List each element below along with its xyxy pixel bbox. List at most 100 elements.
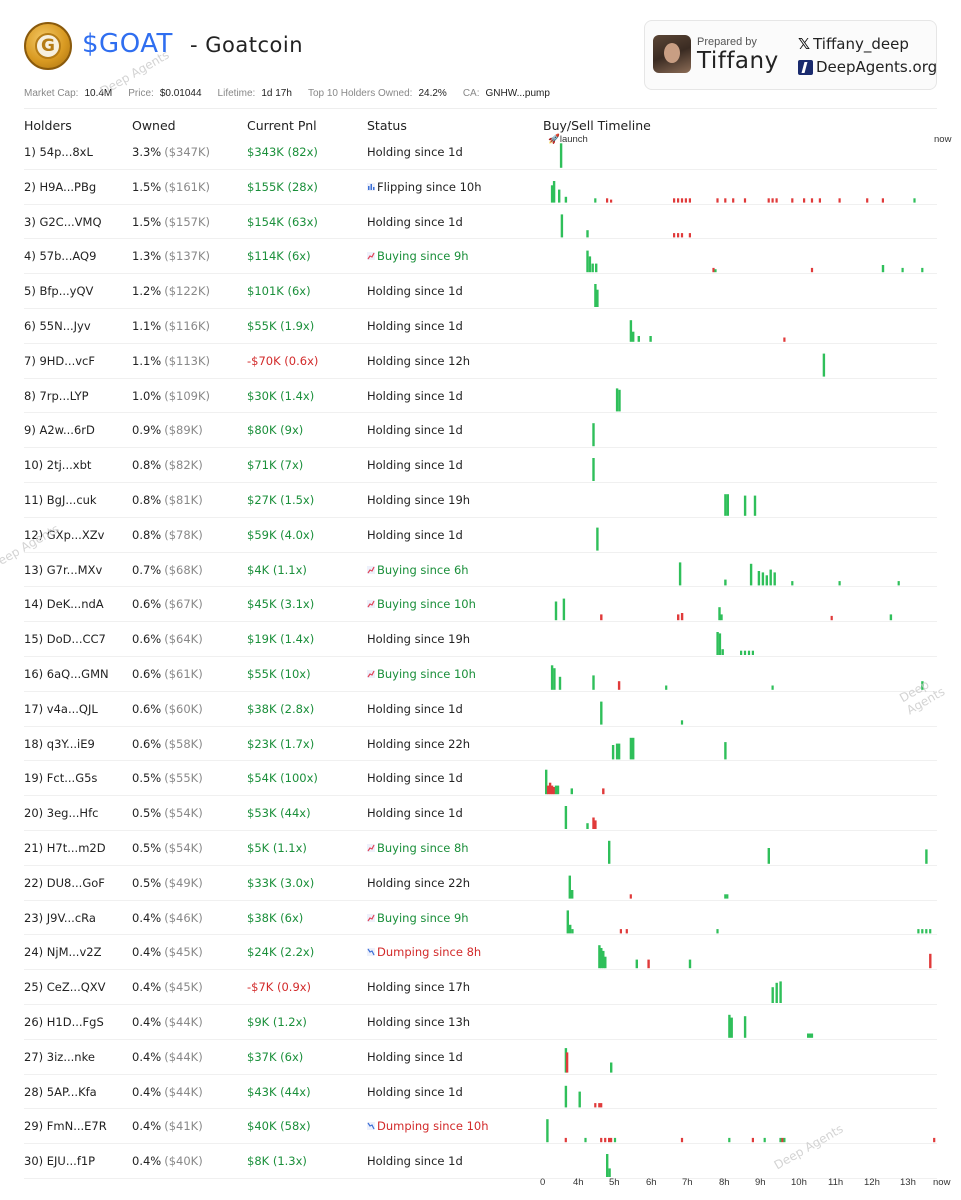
holder-address[interactable]: 19) Fct...G5s — [24, 771, 98, 786]
status-text: Holding since 1d — [367, 701, 463, 716]
sell-bar — [684, 198, 687, 203]
owned-usd: ($68K) — [164, 562, 203, 577]
owned-percent: 0.5% — [132, 841, 162, 855]
table-row[interactable]: 11) BgJ...cuk 0.8% ($81K) $27K (1.5x) Holdin… — [24, 483, 937, 518]
buy-bar — [632, 737, 635, 760]
buy-bar — [617, 743, 621, 760]
holder-address[interactable]: 30) EJU...f1P — [24, 1154, 96, 1169]
table-row[interactable]: 18) q3Y...iE9 0.6% ($58K) $23K (1.7x) Holdin… — [24, 727, 937, 762]
table-row[interactable]: 28) 5AP...Kfa 0.4% ($44K) $43K (44x) Holding… — [24, 1075, 937, 1110]
holder-address[interactable]: 21) H7t...m2D — [24, 841, 106, 855]
holder-address[interactable]: 11) BgJ...cuk — [24, 493, 97, 507]
table-row[interactable]: 19) Fct...G5s 0.5% ($55K) $54K (100x) Holdin… — [24, 761, 937, 797]
table-row[interactable]: 10) 2tj...xbt 0.8% ($82K) $71K (7x) Holding … — [24, 448, 937, 483]
table-row[interactable]: 1) 54p...8xL 3.3% ($347K) $343K (82x) Holdin… — [24, 135, 937, 170]
holder-address[interactable]: 7) 9HD...vcF — [24, 353, 95, 368]
status-text: Holding since 1d — [367, 1084, 463, 1099]
holder-address[interactable]: 12) GXp...XZv — [24, 527, 105, 542]
holder-address[interactable]: 5) Bfp...yQV — [24, 284, 94, 299]
buy-bar — [595, 263, 598, 273]
buy-bar — [562, 598, 566, 621]
holder-address[interactable]: 2) H9A...PBg — [24, 179, 97, 194]
buy-bar — [881, 265, 885, 273]
owned-usd: ($347K) — [164, 145, 210, 159]
owned-usd: ($58K) — [164, 736, 203, 751]
holder-address[interactable]: 22) DU8...GoF — [24, 875, 105, 890]
holder-address[interactable]: 4) 57b...AQ9 — [24, 249, 97, 264]
table-row[interactable]: 15) DoD...CC7 0.6% ($64K) $19K (1.4x) Holdin… — [24, 622, 937, 657]
top10-label: Top 10 Holders Owned: — [307, 88, 413, 99]
table-row[interactable]: 12) GXp...XZv 0.8% ($78K) $59K (4.0x) Holdin… — [24, 518, 937, 553]
holder-address[interactable]: 6) 55N...Jyv — [24, 319, 91, 333]
table-row[interactable]: 4) 57b...AQ9 1.3% ($137K) $114K (6x) Buying … — [24, 239, 937, 275]
status-cell: Holding since 1d — [367, 215, 463, 229]
table-row[interactable]: 24) NjM...v2Z 0.4% ($45K) $24K (2.2x) Dumpin… — [24, 935, 937, 971]
holder-address[interactable]: 29) FmN...E7R — [24, 1119, 107, 1134]
buying-trend-icon — [367, 597, 375, 609]
holder-address[interactable]: 13) G7r...MXv — [24, 562, 103, 577]
status-cell: Dumping since 10h — [367, 1119, 489, 1133]
table-row[interactable]: 26) H1D...FgS 0.4% ($44K) $9K (1.2x) Holding… — [24, 1005, 937, 1040]
holder-address[interactable]: 16) 6aQ...GMN — [24, 667, 109, 681]
table-row[interactable]: 14) DeK...ndA 0.6% ($67K) $45K (3.1x) Buying… — [24, 587, 937, 623]
status-cell: Holding since 1d — [367, 1050, 463, 1064]
owned-cell: 1.0% ($109K) — [132, 389, 210, 403]
table-row[interactable]: 7) 9HD...vcF 1.1% ($113K) -$70K (0.6x) Holdi… — [24, 344, 937, 379]
buy-bar — [613, 1137, 617, 1143]
pnl-value: $4K (1.1x) — [247, 562, 307, 577]
owned-cell: 0.4% ($44K) — [132, 1085, 203, 1099]
dumping-trend-icon — [367, 945, 375, 957]
table-row[interactable]: 13) G7r...MXv 0.7% ($68K) $4K (1.1x) Buying … — [24, 553, 937, 588]
holder-address[interactable]: 25) CeZ...QXV — [24, 980, 106, 995]
holder-address[interactable]: 20) 3eg...Hfc — [24, 806, 99, 821]
website-link[interactable]: DeepAgents.org — [798, 58, 937, 76]
table-row[interactable]: 8) 7rp...LYP 1.0% ($109K) $30K (1.4x) Holdin… — [24, 379, 937, 414]
holder-address[interactable]: 17) v4a...QJL — [24, 701, 98, 716]
table-row[interactable]: 23) J9V...cRa 0.4% ($46K) $38K (6x) Buying s… — [24, 901, 937, 936]
sell-bar — [783, 337, 786, 342]
owned-usd: ($109K) — [164, 388, 210, 403]
holder-address[interactable]: 3) G2C...VMQ — [24, 214, 102, 229]
holder-address[interactable]: 28) 5AP...Kfa — [24, 1084, 97, 1099]
table-row[interactable]: 20) 3eg...Hfc 0.5% ($54K) $53K (44x) Holding… — [24, 796, 937, 831]
buy-bar — [724, 894, 727, 899]
holder-address[interactable]: 23) J9V...cRa — [24, 910, 96, 925]
table-row[interactable]: 9) A2w...6rD 0.9% ($89K) $80K (9x) Holding s… — [24, 413, 937, 449]
holder-address[interactable]: 8) 7rp...LYP — [24, 388, 89, 403]
buy-sell-timeline — [543, 135, 937, 1178]
table-row[interactable]: 6) 55N...Jyv 1.1% ($116K) $55K (1.9x) Holdin… — [24, 309, 937, 344]
holder-address[interactable]: 15) DoD...CC7 — [24, 632, 106, 647]
holder-address[interactable]: 27) 3iz...nke — [24, 1049, 95, 1064]
table-row[interactable]: 30) EJU...f1P 0.4% ($40K) $8K (1.3x) Holding… — [24, 1144, 937, 1179]
holder-address[interactable]: 9) A2w...6rD — [24, 423, 95, 438]
table-row[interactable]: 16) 6aQ...GMN 0.6% ($61K) $55K (10x) Buying … — [24, 657, 937, 692]
contract-label: CA: — [462, 88, 480, 99]
sell-bar — [838, 198, 841, 203]
col-timeline: Buy/Sell Timeline — [543, 118, 651, 133]
sell-bar — [771, 198, 774, 203]
table-row[interactable]: 21) H7t...m2D 0.5% ($54K) $5K (1.1x) Buying … — [24, 831, 937, 866]
holder-address[interactable]: 26) H1D...FgS — [24, 1015, 104, 1029]
status-cell: Holding since 1d — [367, 771, 463, 785]
holder-address[interactable]: 1) 54p...8xL — [24, 145, 93, 159]
holder-address[interactable]: 24) NjM...v2Z — [24, 945, 102, 960]
table-row[interactable]: 3) G2C...VMQ 1.5% ($157K) $154K (63x) Holdin… — [24, 205, 937, 240]
buy-bar — [566, 910, 569, 934]
axis-tick-label: 0 — [540, 1177, 546, 1188]
owned-percent: 3.3% — [132, 145, 162, 159]
twitter-link[interactable]: 𝕏 Tiffany_deep — [798, 35, 909, 53]
buy-bar — [635, 959, 638, 969]
holder-address[interactable]: 18) q3Y...iE9 — [24, 736, 95, 751]
table-row[interactable]: 17) v4a...QJL 0.6% ($60K) $38K (2.8x) Holdin… — [24, 692, 937, 727]
buy-bar — [588, 256, 592, 273]
table-row[interactable]: 22) DU8...GoF 0.5% ($49K) $33K (3.0x) Holdin… — [24, 866, 937, 901]
table-row[interactable]: 5) Bfp...yQV 1.2% ($122K) $101K (6x) Holding… — [24, 274, 937, 309]
table-row[interactable]: 25) CeZ...QXV 0.4% ($45K) -$7K (0.9x) Holdin… — [24, 970, 937, 1005]
table-row[interactable]: 2) H9A...PBg 1.5% ($161K) $155K (28x) Flippi… — [24, 170, 937, 205]
holder-address[interactable]: 14) DeK...ndA — [24, 597, 104, 612]
table-row[interactable]: 27) 3iz...nke 0.4% ($44K) $37K (6x) Holding … — [24, 1040, 937, 1075]
sell-bar — [594, 1103, 597, 1108]
sell-bar — [594, 820, 597, 829]
table-row[interactable]: 29) FmN...E7R 0.4% ($41K) $40K (58x) Dumping… — [24, 1109, 937, 1145]
holder-address[interactable]: 10) 2tj...xbt — [24, 458, 92, 473]
